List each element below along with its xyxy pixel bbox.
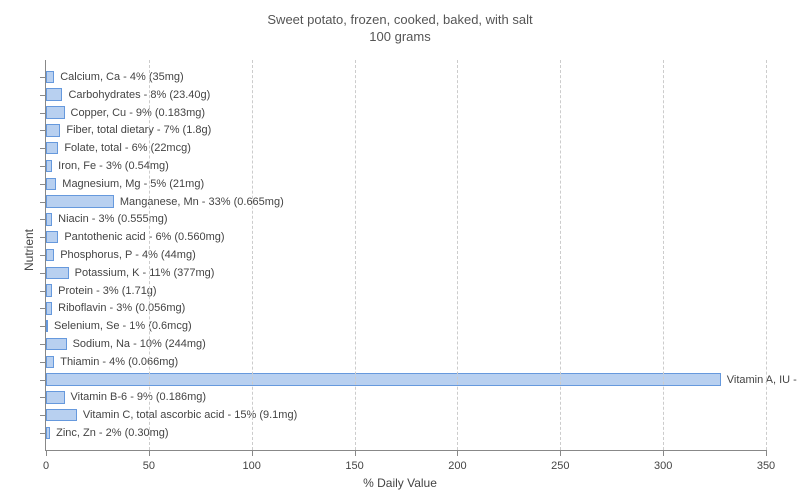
- x-tick-label: 300: [654, 460, 672, 472]
- bar-row: Carbohydrates - 8% (23.40g): [46, 86, 766, 104]
- chart-title: Sweet potato, frozen, cooked, baked, wit…: [0, 12, 800, 44]
- grid-line: [355, 60, 356, 450]
- x-tick: [560, 450, 561, 456]
- bar: [46, 320, 48, 332]
- plot-area: Calcium, Ca - 4% (35mg) Carbohydrates - 8…: [45, 60, 766, 451]
- bar-label: Copper, Cu - 9% (0.183mg): [71, 107, 206, 119]
- bar: [46, 249, 54, 261]
- bar-row: Magnesium, Mg - 5% (21mg): [46, 175, 766, 193]
- chart-title-line1: Sweet potato, frozen, cooked, baked, wit…: [0, 12, 800, 27]
- bar-row: Potassium, K - 11% (377mg): [46, 264, 766, 282]
- bar: [46, 302, 52, 314]
- bars-region: Calcium, Ca - 4% (35mg) Carbohydrates - 8…: [46, 68, 766, 442]
- bar: [46, 338, 67, 350]
- bar: [46, 356, 54, 368]
- x-tick: [252, 450, 253, 456]
- grid-line: [766, 60, 767, 450]
- bar-label: Thiamin - 4% (0.066mg): [60, 356, 178, 368]
- bar-row: Niacin - 3% (0.555mg): [46, 210, 766, 228]
- bar-label: Phosphorus, P - 4% (44mg): [60, 249, 196, 261]
- bar-label: Pantothenic acid - 6% (0.560mg): [64, 231, 224, 243]
- x-tick-label: 0: [43, 460, 49, 472]
- bar-row: Vitamin A, IU - 328% (16410IU): [46, 371, 766, 389]
- bar: [46, 427, 50, 439]
- x-tick-label: 100: [243, 460, 261, 472]
- bar-row: Manganese, Mn - 33% (0.665mg): [46, 193, 766, 211]
- bar: [46, 409, 77, 421]
- bar: [46, 124, 60, 136]
- bar-label: Manganese, Mn - 33% (0.665mg): [120, 196, 284, 208]
- bar-label: Folate, total - 6% (22mcg): [64, 142, 191, 154]
- bar-row: Vitamin B-6 - 9% (0.186mg): [46, 389, 766, 407]
- bar: [46, 160, 52, 172]
- bar: [46, 373, 721, 385]
- bar: [46, 267, 69, 279]
- x-tick-label: 350: [757, 460, 775, 472]
- bar-label: Vitamin C, total ascorbic acid - 15% (9.…: [83, 409, 297, 421]
- bar-row: Copper, Cu - 9% (0.183mg): [46, 104, 766, 122]
- bar-row: Phosphorus, P - 4% (44mg): [46, 246, 766, 264]
- bar-label: Sodium, Na - 10% (244mg): [73, 338, 206, 350]
- bar: [46, 391, 65, 403]
- grid-line: [252, 60, 253, 450]
- bar: [46, 231, 58, 243]
- x-tick-label: 250: [551, 460, 569, 472]
- bar-label: Carbohydrates - 8% (23.40g): [68, 89, 210, 101]
- grid-line: [149, 60, 150, 450]
- x-tick: [457, 450, 458, 456]
- bar: [46, 71, 54, 83]
- grid-line: [457, 60, 458, 450]
- bar: [46, 213, 52, 225]
- bar-label: Vitamin B-6 - 9% (0.186mg): [71, 391, 207, 403]
- x-axis-label: % Daily Value: [0, 476, 800, 490]
- chart-title-line2: 100 grams: [0, 29, 800, 44]
- bar-row: Folate, total - 6% (22mcg): [46, 139, 766, 157]
- bar-row: Riboflavin - 3% (0.056mg): [46, 300, 766, 318]
- bar-label: Niacin - 3% (0.555mg): [58, 213, 167, 225]
- bar-row: Zinc, Zn - 2% (0.30mg): [46, 424, 766, 442]
- x-tick: [355, 450, 356, 456]
- bar-label: Protein - 3% (1.71g): [58, 285, 156, 297]
- bar-label: Zinc, Zn - 2% (0.30mg): [56, 427, 168, 439]
- bar-row: Calcium, Ca - 4% (35mg): [46, 68, 766, 86]
- bar-row: Pantothenic acid - 6% (0.560mg): [46, 228, 766, 246]
- bar-row: Thiamin - 4% (0.066mg): [46, 353, 766, 371]
- bar: [46, 106, 65, 118]
- grid-line: [560, 60, 561, 450]
- bar-label: Iron, Fe - 3% (0.54mg): [58, 160, 169, 172]
- grid-line: [663, 60, 664, 450]
- bar-label: Vitamin A, IU - 328% (16410IU): [727, 374, 800, 386]
- chart-container: Sweet potato, frozen, cooked, baked, wit…: [0, 0, 800, 500]
- bar-row: Protein - 3% (1.71g): [46, 282, 766, 300]
- bar-row: Iron, Fe - 3% (0.54mg): [46, 157, 766, 175]
- bar: [46, 142, 58, 154]
- bar-label: Magnesium, Mg - 5% (21mg): [62, 178, 204, 190]
- bar-label: Selenium, Se - 1% (0.6mcg): [54, 320, 192, 332]
- bar: [46, 195, 114, 207]
- bar-row: Fiber, total dietary - 7% (1.8g): [46, 121, 766, 139]
- bar-label: Fiber, total dietary - 7% (1.8g): [66, 124, 211, 136]
- bar-label: Riboflavin - 3% (0.056mg): [58, 302, 185, 314]
- bar: [46, 88, 62, 100]
- x-tick-label: 150: [345, 460, 363, 472]
- x-tick: [149, 450, 150, 456]
- x-tick: [46, 450, 47, 456]
- bar-row: Vitamin C, total ascorbic acid - 15% (9.…: [46, 406, 766, 424]
- x-tick-label: 200: [448, 460, 466, 472]
- bar: [46, 178, 56, 190]
- bar-row: Selenium, Se - 1% (0.6mcg): [46, 317, 766, 335]
- y-axis-label: Nutrient: [22, 229, 36, 271]
- bar-label: Calcium, Ca - 4% (35mg): [60, 71, 183, 83]
- bar-row: Sodium, Na - 10% (244mg): [46, 335, 766, 353]
- bar: [46, 284, 52, 296]
- x-tick: [766, 450, 767, 456]
- x-tick: [663, 450, 664, 456]
- x-tick-label: 50: [143, 460, 155, 472]
- bar-label: Potassium, K - 11% (377mg): [75, 267, 215, 279]
